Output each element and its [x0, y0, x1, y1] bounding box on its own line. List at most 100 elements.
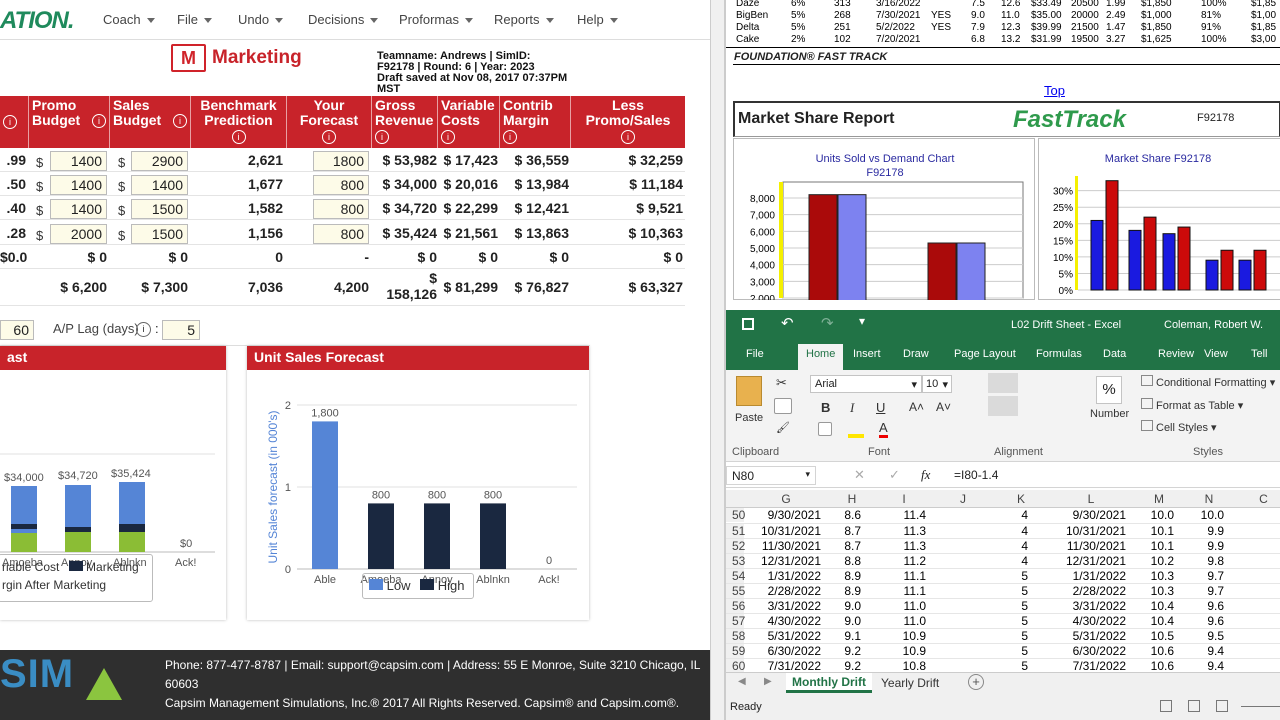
sales-budget-input[interactable]: 1400	[131, 175, 188, 195]
sheet-cell[interactable]: 5	[1021, 629, 1028, 643]
sheet-cell[interactable]: 5/31/2022	[767, 629, 821, 643]
nav-undo[interactable]: Undo	[238, 12, 284, 27]
sheet-cell[interactable]: 4/30/2022	[1072, 614, 1126, 628]
format-painter-icon[interactable]: 🖌	[776, 422, 790, 434]
sheet-cell[interactable]: 8.9	[844, 569, 861, 583]
normal-view-icon[interactable]	[1160, 700, 1172, 712]
sheet-cell[interactable]: 8.9	[844, 584, 861, 598]
paste-icon[interactable]	[736, 376, 762, 406]
sheet-cell[interactable]: 11/30/2021	[761, 539, 821, 553]
sheet-cell[interactable]: 9.2	[844, 659, 861, 673]
sheet-cell[interactable]: 10/31/2021	[1065, 524, 1126, 538]
sheet-cell[interactable]: 10.9	[902, 629, 926, 643]
nav-proformas[interactable]: Proformas	[399, 12, 473, 27]
ribbon-tab-file[interactable]: File	[746, 348, 764, 360]
ribbon-tab-formulas[interactable]: Formulas	[1036, 348, 1082, 360]
sheet-cell[interactable]: 12/31/2021	[760, 554, 821, 568]
sheet-cell[interactable]: 8.7	[844, 524, 861, 538]
sheet-cell[interactable]: 4	[1021, 524, 1028, 538]
sheet-cell[interactable]: 11.0	[903, 599, 926, 613]
italic-icon[interactable]: I	[850, 400, 855, 415]
align-top-icon[interactable]	[988, 373, 1018, 393]
sheet-cell[interactable]: 11.3	[903, 539, 926, 553]
info-icon[interactable]: i	[375, 130, 389, 144]
decrease-font-icon[interactable]: A˅	[936, 400, 952, 414]
sheet-cell[interactable]: 11/30/2021	[1066, 539, 1126, 553]
sheet-cell[interactable]: 4	[1021, 554, 1028, 568]
forecast-input[interactable]: 1800	[313, 151, 369, 171]
info-icon[interactable]: i	[621, 130, 635, 144]
align-center-icon[interactable]	[988, 396, 1018, 416]
sheet-cell[interactable]: 3/31/2022	[767, 599, 821, 613]
copy-icon[interactable]	[774, 398, 792, 414]
column-header[interactable]: L	[1087, 492, 1095, 506]
sheet-cell[interactable]: 10.3	[1150, 584, 1174, 598]
sheet-cell[interactable]: 9.8	[1207, 554, 1224, 568]
sales-budget-input[interactable]: 2900	[131, 151, 188, 171]
sheet-cell[interactable]: 9.6	[1207, 599, 1224, 613]
sheet-cell[interactable]: 5	[1021, 644, 1028, 658]
sales-budget-input[interactable]: 1500	[131, 224, 188, 244]
ribbon-tab-tell[interactable]: Tell	[1251, 348, 1268, 360]
info-icon[interactable]: i	[136, 322, 151, 337]
qat-customize-icon[interactable]: ▾	[859, 314, 866, 328]
cancel-icon[interactable]: ✕	[854, 467, 865, 482]
nav-help[interactable]: Help	[577, 12, 618, 27]
nav-reports[interactable]: Reports	[494, 12, 554, 27]
add-sheet-icon[interactable]: +	[968, 674, 984, 690]
zoom-slider[interactable]	[1241, 706, 1280, 707]
ribbon-tab-review[interactable]: Review	[1158, 348, 1195, 360]
page-layout-icon[interactable]	[1188, 700, 1200, 712]
sheet-cell[interactable]: 9.0	[844, 599, 861, 613]
info-icon[interactable]: i	[0, 96, 29, 148]
formula-input[interactable]: =I80-1.4	[954, 468, 999, 482]
cell-styles-button[interactable]: Cell Styles ▾	[1141, 420, 1217, 434]
sheet-cell[interactable]: 10.6	[1150, 644, 1174, 658]
format-as-table-button[interactable]: Format as Table ▾	[1141, 398, 1243, 412]
promo-budget-input[interactable]: 1400	[50, 175, 107, 195]
sheet-cell[interactable]: 12/31/2021	[1065, 554, 1126, 568]
sheet-cell[interactable]: 9.9	[1207, 539, 1224, 553]
sheet-cell[interactable]: 5	[1021, 584, 1028, 598]
ribbon-tab-data[interactable]: Data	[1103, 348, 1127, 360]
promo-budget-input[interactable]: 1400	[50, 199, 107, 219]
sheet-cell[interactable]: 4/30/2022	[767, 614, 821, 628]
sheet-cell[interactable]: 10.5	[1150, 629, 1174, 643]
sheet-cell[interactable]: 9.4	[1207, 644, 1224, 658]
ribbon-tab-page-layout[interactable]: Page Layout	[954, 348, 1016, 360]
underline-icon[interactable]: U	[876, 400, 886, 415]
sheet-cell[interactable]: 1/31/2022	[767, 569, 821, 583]
sheet-cell[interactable]: 9.7	[1207, 584, 1224, 598]
sheet-tab-monthly[interactable]: Monthly Drift	[786, 673, 872, 693]
column-header[interactable]: K	[1016, 492, 1025, 506]
forecast-input[interactable]: 800	[313, 224, 369, 244]
ribbon-tab-insert[interactable]: Insert	[853, 348, 881, 360]
sheet-cell[interactable]: 2/28/2022	[1072, 584, 1126, 598]
sheet-cell[interactable]: 10.6	[1150, 659, 1174, 673]
forecast-input[interactable]: 800	[313, 175, 369, 195]
sheet-cell[interactable]: 9.4	[1207, 659, 1224, 673]
sheet-tab-yearly[interactable]: Yearly Drift	[881, 676, 940, 690]
name-box[interactable]: N80 ▾	[726, 466, 816, 485]
column-header[interactable]: M	[1154, 492, 1164, 506]
sheet-cell[interactable]: 9/30/2021	[1072, 508, 1126, 522]
sheet-cell[interactable]: 9.5	[1207, 629, 1224, 643]
sheet-cell[interactable]: 5/31/2022	[1072, 629, 1126, 643]
function-icon[interactable]: fx	[921, 467, 931, 482]
sheet-cell[interactable]: 5	[1021, 659, 1028, 673]
increase-font-icon[interactable]: A˄	[909, 400, 925, 414]
font-name-select[interactable]: Arial ▾	[810, 375, 922, 393]
sheet-cell[interactable]: 10.4	[1150, 599, 1174, 613]
redo-icon[interactable]: ↷	[821, 315, 834, 332]
sheet-cell[interactable]: 11.0	[903, 614, 926, 628]
sheet-cell[interactable]: 10/31/2021	[760, 524, 821, 538]
sheet-cell[interactable]: 5	[1021, 614, 1028, 628]
promo-budget-input[interactable]: 1400	[50, 151, 107, 171]
sheet-cell[interactable]: 4	[1021, 508, 1028, 522]
sheet-cell[interactable]: 5	[1021, 569, 1028, 583]
sheet-cell[interactable]: 8.8	[844, 554, 861, 568]
sheet-cell[interactable]: 7/31/2022	[767, 659, 821, 673]
ribbon-tab-home[interactable]: Home	[798, 344, 844, 370]
promo-budget-input[interactable]: 2000	[50, 224, 107, 244]
sheet-cell[interactable]: 11.3	[903, 524, 926, 538]
